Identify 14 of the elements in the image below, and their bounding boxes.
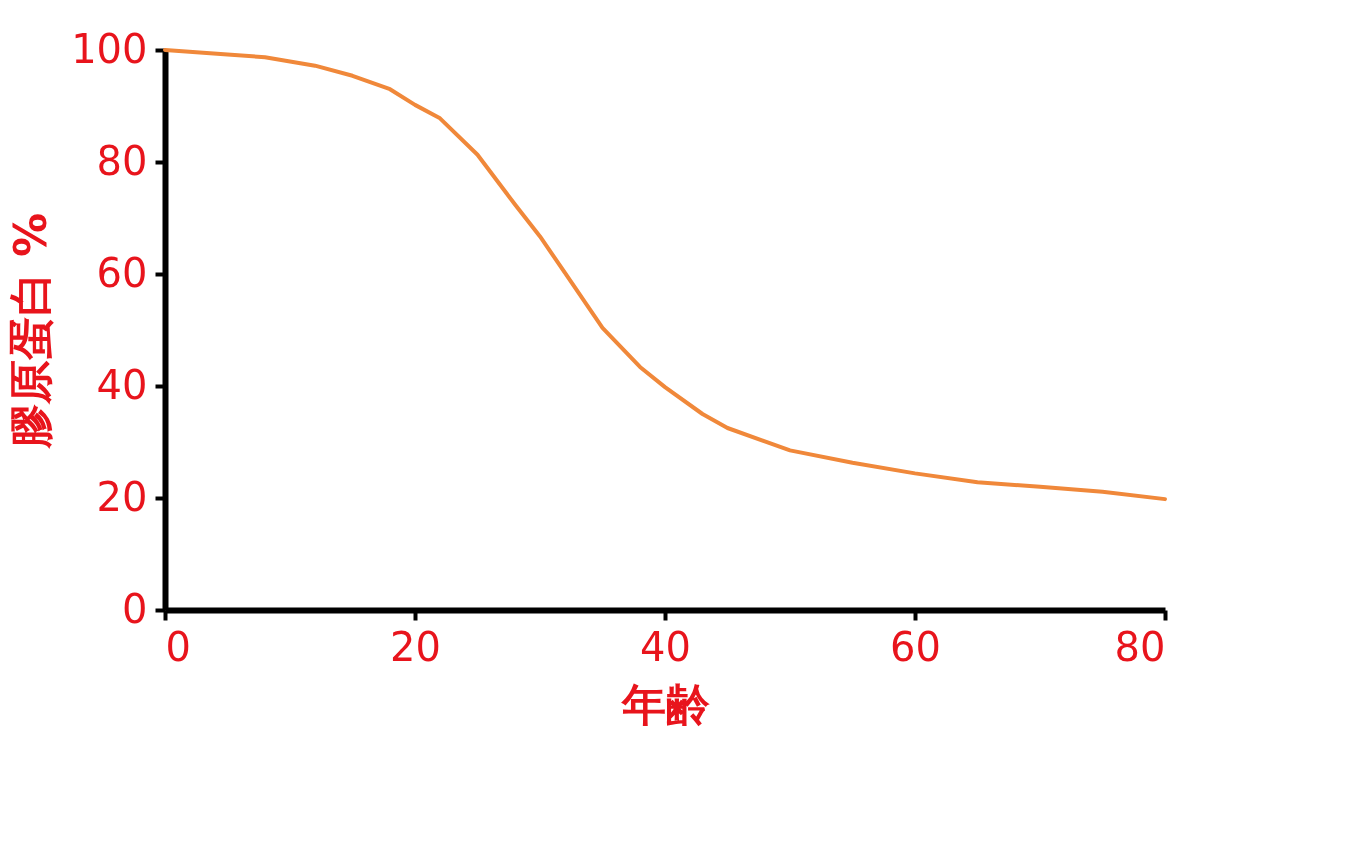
y-tick-label: 60: [96, 249, 148, 296]
x-tick-label: 60: [890, 623, 941, 670]
y-tick-label: 100: [71, 25, 148, 72]
y-tick-label: 20: [96, 473, 148, 520]
x-axis-title: 年齢: [620, 678, 710, 730]
x-tick-label: 80: [1114, 623, 1166, 670]
line-series: [163, 48, 1167, 502]
y-tick-label: 0: [122, 585, 148, 632]
x-tick-label: 0: [165, 623, 191, 670]
y-tick-label: 40: [96, 361, 148, 408]
y-axis-title: 膠原蛋白 %: [5, 212, 57, 450]
y-tick-label: 80: [96, 137, 148, 184]
x-tick-label: 20: [390, 623, 441, 670]
x-tick-label: 40: [640, 623, 691, 670]
